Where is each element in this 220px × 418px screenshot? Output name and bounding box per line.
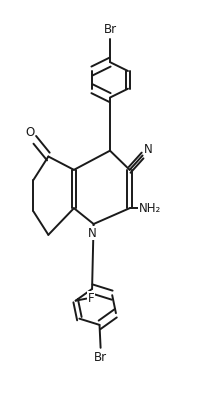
Text: O: O: [25, 126, 35, 139]
Text: F: F: [88, 292, 94, 305]
Text: N: N: [144, 143, 153, 155]
Text: N: N: [88, 227, 96, 240]
Text: Br: Br: [103, 23, 117, 36]
Text: Br: Br: [94, 351, 107, 364]
Text: NH₂: NH₂: [139, 201, 161, 215]
